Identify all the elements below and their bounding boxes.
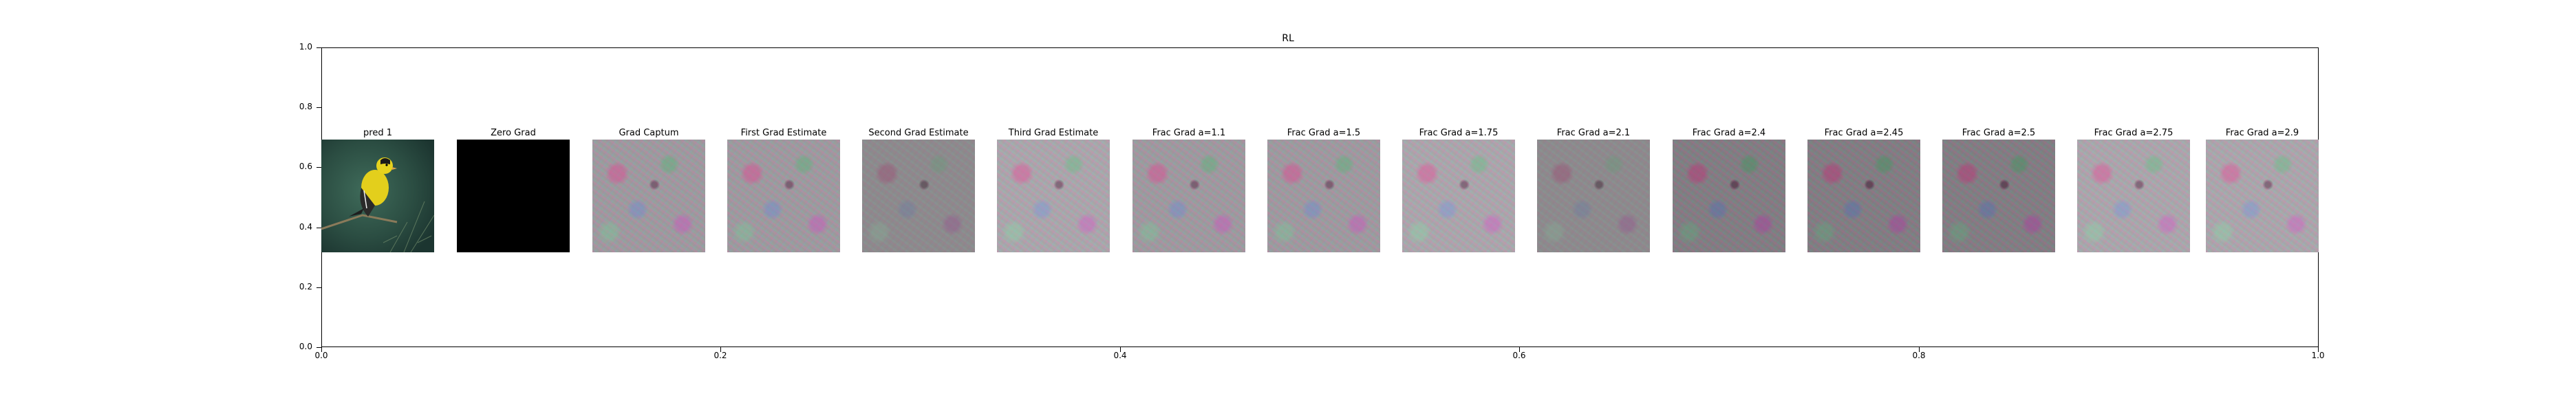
panel-title: Frac Grad a=2.4: [1692, 128, 1766, 138]
panel-title: Third Grad Estimate: [1008, 128, 1099, 138]
attribution-map: [1942, 140, 2055, 252]
y-tick-mark: [316, 167, 321, 168]
x-tick-mark: [321, 347, 322, 352]
panel-title: Frac Grad a=2.75: [2094, 128, 2174, 138]
panel-title: Grad Captum: [619, 128, 679, 138]
panel-title: Frac Grad a=1.1: [1152, 128, 1226, 138]
y-tick-label: 0.4: [299, 222, 312, 232]
y-tick-label: 0.6: [299, 162, 312, 171]
x-tick-mark: [2318, 347, 2319, 352]
y-tick-label: 0.2: [299, 282, 312, 292]
y-tick-mark: [316, 347, 321, 348]
x-tick-mark: [720, 347, 721, 352]
figure-title: RL: [1282, 33, 1294, 44]
x-tick-label: 0.0: [314, 351, 328, 360]
attribution-map: [1133, 140, 1245, 252]
panel-title: pred 1: [363, 128, 392, 138]
attribution-map: [997, 140, 1110, 252]
panel-title: Frac Grad a=2.9: [2225, 128, 2299, 138]
attribution-map: [2077, 140, 2190, 252]
panel-title: Frac Grad a=2.5: [1962, 128, 2036, 138]
y-tick-label: 0.8: [299, 102, 312, 111]
x-tick-label: 0.8: [1912, 351, 1926, 360]
y-tick-mark: [316, 47, 321, 48]
x-tick-label: 0.4: [1113, 351, 1127, 360]
x-tick-label: 0.2: [713, 351, 727, 360]
panel-title: First Grad Estimate: [740, 128, 827, 138]
x-tick-label: 0.6: [1512, 351, 1526, 360]
panel-title: Frac Grad a=1.75: [1419, 128, 1499, 138]
panel-title: Frac Grad a=2.1: [1556, 128, 1631, 138]
x-tick-mark: [1120, 347, 1121, 352]
attribution-map: [592, 140, 705, 252]
panel-title: Second Grad Estimate: [868, 128, 969, 138]
attribution-map: [727, 140, 840, 252]
panel-title: Zero Grad: [491, 128, 536, 138]
attribution-map: [1807, 140, 1920, 252]
attribution-map: [1537, 140, 1650, 252]
attribution-map: [1673, 140, 1785, 252]
attribution-map: [1402, 140, 1515, 252]
black-map: [457, 140, 570, 252]
attribution-map: [2206, 140, 2319, 252]
attribution-map: [862, 140, 975, 252]
y-tick-label: 1.0: [299, 42, 312, 52]
x-tick-label: 1.0: [2311, 351, 2325, 360]
y-tick-mark: [316, 107, 321, 108]
attribution-map: [1267, 140, 1380, 252]
bird-image: [321, 140, 434, 252]
y-tick-mark: [316, 287, 321, 288]
x-tick-mark: [1919, 347, 1920, 352]
panel-title: Frac Grad a=2.45: [1824, 128, 1904, 138]
panel-title: Frac Grad a=1.5: [1287, 128, 1361, 138]
bird-photo: [321, 140, 434, 252]
y-tick-label: 0.0: [299, 342, 312, 351]
x-tick-mark: [1519, 347, 1520, 352]
